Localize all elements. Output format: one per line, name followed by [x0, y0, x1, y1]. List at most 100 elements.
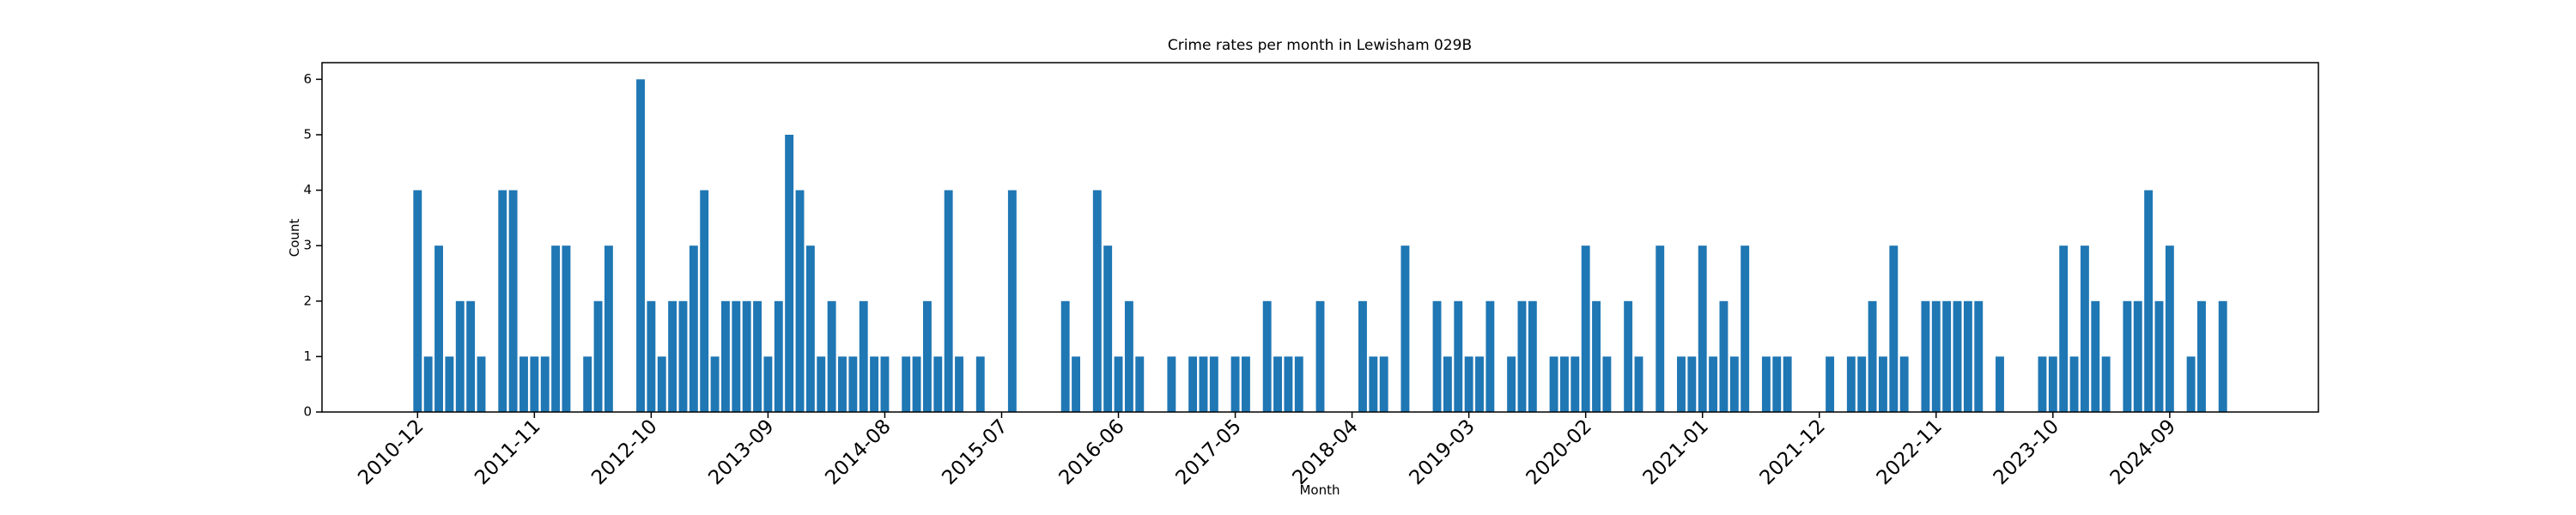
- bar: [413, 190, 422, 413]
- bar: [1379, 356, 1388, 412]
- bar: [1719, 300, 1728, 412]
- x-tick-label: 2021-12: [1756, 415, 1830, 489]
- bar: [1899, 356, 1909, 412]
- bar: [519, 356, 528, 412]
- bar: [902, 356, 911, 412]
- bar: [466, 300, 476, 412]
- bar: [2038, 356, 2047, 412]
- y-tick-label: 0: [303, 404, 312, 420]
- bar: [912, 356, 921, 412]
- bar: [498, 190, 507, 413]
- bar: [1783, 356, 1792, 412]
- bar: [1602, 356, 1612, 412]
- bar: [562, 245, 571, 412]
- bar: [2133, 300, 2142, 412]
- bar: [1549, 356, 1558, 412]
- bar: [593, 300, 603, 412]
- bar: [1687, 356, 1697, 412]
- bar: [1485, 300, 1495, 412]
- bar: [1273, 356, 1282, 412]
- bar: [1315, 300, 1325, 412]
- bar: [1060, 300, 1070, 412]
- bar: [2165, 245, 2174, 412]
- x-tick-label: 2015-07: [938, 415, 1012, 489]
- x-tick-label: 2016-06: [1054, 415, 1128, 489]
- bar: [848, 356, 858, 412]
- y-tick-label: 2: [303, 293, 312, 308]
- bar: [2154, 300, 2164, 412]
- bar: [955, 356, 963, 412]
- bar: [1677, 356, 1686, 412]
- bar: [508, 190, 518, 413]
- bar: [2218, 300, 2227, 412]
- y-axis-label: Count: [287, 219, 302, 258]
- bar: [455, 300, 465, 412]
- bar: [827, 300, 836, 412]
- bar: [678, 300, 688, 412]
- bar: [1581, 245, 1590, 412]
- x-axis-label: Month: [1299, 482, 1340, 498]
- bar: [795, 190, 805, 413]
- bar: [2144, 190, 2154, 413]
- bar: [1432, 300, 1442, 412]
- bar: [817, 356, 826, 412]
- bar: [1729, 356, 1739, 412]
- bar: [1592, 300, 1601, 412]
- bar: [423, 356, 433, 412]
- bar: [551, 245, 561, 412]
- x-tick-label: 2013-09: [704, 415, 778, 489]
- bar: [1114, 356, 1123, 412]
- bar: [540, 356, 550, 412]
- bar: [1974, 300, 1984, 412]
- x-tick-label: 2011-11: [471, 415, 544, 489]
- x-tick-label: 2019-03: [1406, 415, 1479, 489]
- bar: [1241, 356, 1250, 412]
- bar: [1931, 300, 1941, 412]
- bar: [1698, 245, 1707, 412]
- x-tick-label: 2023-10: [1990, 415, 2063, 489]
- bar: [1571, 356, 1580, 412]
- bar: [1400, 245, 1410, 412]
- x-tick-label: 2017-05: [1171, 415, 1245, 489]
- bar: [1528, 300, 1537, 412]
- bar: [1092, 190, 1102, 413]
- bar: [1559, 356, 1569, 412]
- bar: [1709, 356, 1718, 412]
- x-tick-label: 2022-11: [1873, 415, 1947, 489]
- bar: [742, 300, 751, 412]
- bar: [2101, 356, 2111, 412]
- bar: [668, 300, 677, 412]
- bar: [2186, 356, 2196, 412]
- bar: [1284, 356, 1293, 412]
- bar: [922, 300, 932, 412]
- bar: [1996, 356, 2004, 412]
- y-tick-label: 5: [303, 126, 312, 142]
- bar: [2059, 245, 2069, 412]
- bar: [1772, 356, 1782, 412]
- bar: [434, 245, 443, 412]
- bar: [1624, 300, 1633, 412]
- chart-title: Crime rates per month in Lewisham 029B: [1168, 37, 1472, 54]
- bar: [1656, 245, 1665, 412]
- bar: [1857, 356, 1867, 412]
- bar: [1124, 300, 1133, 412]
- bar: [2069, 356, 2079, 412]
- bar: [944, 190, 953, 413]
- bar: [530, 356, 539, 412]
- bar: [1879, 356, 1887, 412]
- y-tick-label: 1: [303, 348, 312, 364]
- bar: [710, 356, 720, 412]
- bar: [1188, 356, 1198, 412]
- bar: [1634, 356, 1643, 412]
- bar: [721, 300, 730, 412]
- bar: [1868, 300, 1877, 412]
- x-tick-label: 2021-01: [1639, 415, 1713, 489]
- x-tick-label: 2010-12: [354, 415, 428, 489]
- bar: [2048, 356, 2057, 412]
- bar: [1007, 190, 1017, 413]
- x-tick-label: 2018-04: [1288, 415, 1362, 489]
- bar: [1942, 300, 1952, 412]
- bar: [1464, 356, 1473, 412]
- bar: [870, 356, 879, 412]
